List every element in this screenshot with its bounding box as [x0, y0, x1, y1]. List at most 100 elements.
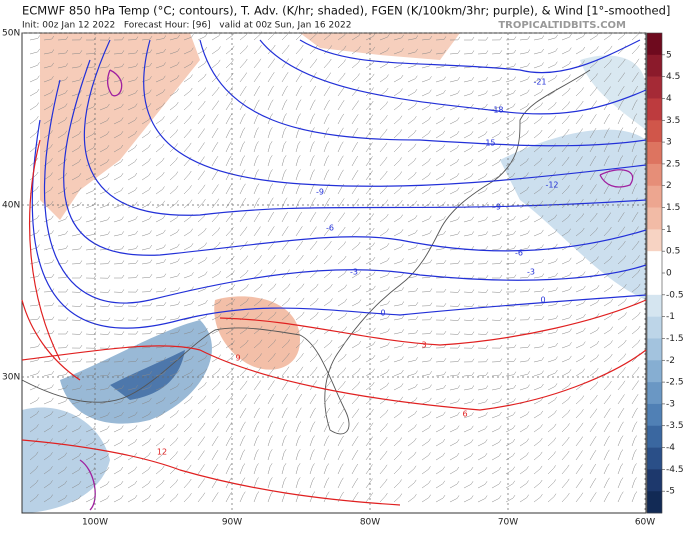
- wind-barb: [239, 99, 247, 111]
- wind-barb: [309, 491, 316, 503]
- wind-barb: [351, 394, 360, 405]
- wind-barb: [407, 244, 418, 251]
- wind-barb: [211, 449, 219, 461]
- wind-barb: [631, 72, 639, 83]
- wind-barb: [435, 480, 446, 489]
- wind-barb: [407, 370, 418, 377]
- wind-barb: [295, 325, 305, 335]
- wind-barb: [183, 300, 194, 307]
- wind-barb: [631, 463, 637, 475]
- wind-barb: [169, 396, 180, 405]
- wind-barb: [267, 211, 275, 223]
- wind-barb: [239, 255, 249, 265]
- wind-barb: [393, 493, 403, 503]
- wind-barb: [519, 384, 530, 391]
- wind-barb: [29, 370, 40, 377]
- wind-barb: [533, 88, 544, 97]
- wind-barb: [463, 231, 475, 237]
- wind-barb: [477, 358, 489, 363]
- wind-barb: [351, 155, 359, 167]
- wind-barb: [477, 260, 489, 265]
- wind-barb: [127, 330, 139, 335]
- colorbar-segment: [647, 207, 662, 230]
- wind-barb: [309, 421, 316, 433]
- wind-barb: [71, 344, 83, 349]
- wind-barb: [477, 159, 488, 167]
- wind-barb: [99, 412, 110, 419]
- wind-barb: [421, 480, 431, 489]
- wind-barb: [463, 103, 474, 111]
- wind-barb: [71, 425, 82, 433]
- wind-barb: [127, 201, 138, 209]
- colorbar-segment: [647, 33, 662, 56]
- wind-barb: [449, 331, 461, 335]
- wind-barb: [323, 339, 333, 349]
- temp-contour: [29, 139, 61, 361]
- wind-barb: [631, 113, 638, 125]
- wind-barb: [155, 383, 166, 391]
- wind-barb: [295, 477, 301, 489]
- wind-barb: [547, 74, 558, 83]
- wind-barb: [435, 330, 447, 335]
- wind-barb: [393, 410, 403, 419]
- wind-barb: [351, 422, 359, 433]
- wind-barb: [169, 185, 179, 195]
- wind-barb: [99, 317, 111, 322]
- wind-barb: [267, 58, 276, 69]
- wind-barb: [99, 358, 111, 363]
- wind-barb: [71, 466, 82, 475]
- wind-barb: [351, 127, 359, 139]
- wind-barb: [267, 366, 276, 377]
- wind-barb: [603, 463, 610, 475]
- wind-barb: [29, 397, 40, 405]
- wind-barb: [57, 371, 69, 377]
- wind-barb: [211, 114, 219, 125]
- wind-barb: [575, 422, 584, 433]
- wind-barb: [589, 299, 600, 307]
- wind-barb: [407, 116, 417, 125]
- wind-barb: [85, 466, 96, 475]
- wind-barb: [57, 216, 68, 223]
- wind-barb: [127, 317, 139, 321]
- wind-barb: [281, 269, 290, 279]
- wind-barb: [519, 230, 530, 237]
- colorbar-segment: [647, 98, 662, 121]
- wind-barb: [211, 422, 219, 433]
- wind-barb: [127, 466, 138, 475]
- wind-barb: [85, 90, 96, 97]
- contour-label: -15: [482, 139, 495, 148]
- wind-barb: [169, 356, 180, 363]
- wind-barb: [169, 214, 180, 223]
- wind-barb: [253, 353, 262, 363]
- wind-barb: [197, 60, 207, 69]
- wind-barb: [309, 366, 318, 377]
- wind-barb: [379, 409, 389, 419]
- wind-barb: [57, 317, 69, 321]
- wind-barb: [407, 143, 417, 153]
- wind-barb: [253, 449, 259, 461]
- wind-barb: [603, 298, 614, 307]
- wind-barb: [547, 88, 557, 97]
- wind-barb: [267, 197, 274, 209]
- wind-barb: [29, 410, 40, 419]
- wind-barb: [113, 144, 124, 153]
- wind-barb: [435, 371, 447, 377]
- contour-label: -9: [493, 203, 501, 212]
- wind-barb: [295, 297, 305, 307]
- wind-barb: [561, 396, 571, 405]
- wind-barb: [491, 398, 502, 405]
- wind-barb: [505, 371, 517, 377]
- wind-barb: [295, 421, 302, 433]
- wind-barb: [99, 372, 111, 377]
- wind-barb: [323, 72, 332, 83]
- wind-barb: [506, 288, 517, 293]
- wind-barb: [99, 216, 110, 223]
- lon-label: 80W: [360, 518, 380, 528]
- wind-barb: [351, 227, 361, 237]
- wind-barb: [169, 243, 180, 251]
- wind-barb: [169, 157, 178, 167]
- wind-barb: [379, 423, 388, 433]
- wind-barb: [575, 395, 585, 405]
- wind-barb: [533, 157, 543, 167]
